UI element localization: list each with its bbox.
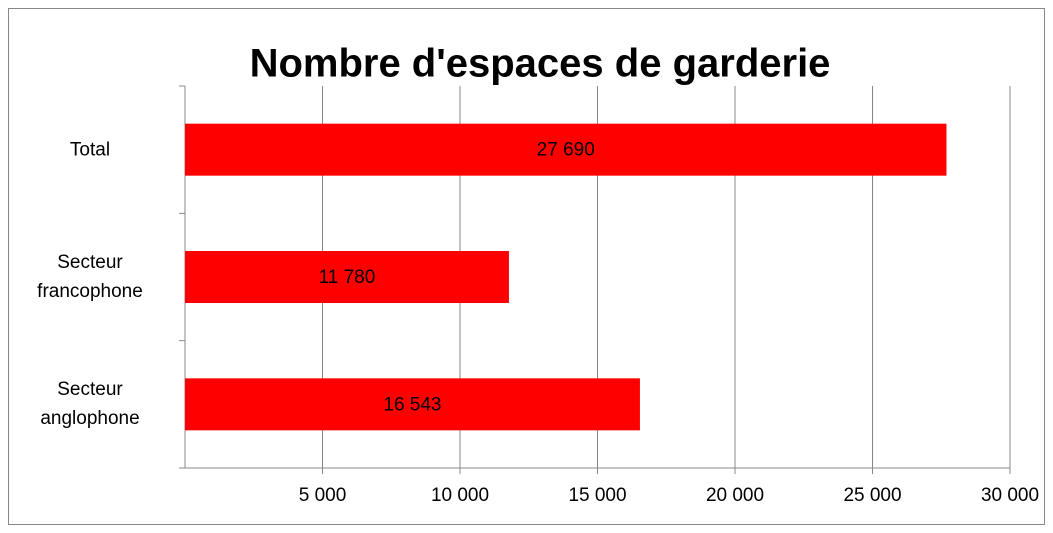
x-tick-label: 5 000	[299, 485, 347, 506]
chart-frame	[8, 8, 1045, 525]
x-tick-label: 10 000	[431, 485, 489, 506]
bar	[185, 251, 509, 303]
value-label: 11 780	[319, 267, 376, 288]
bar	[185, 123, 947, 176]
y-tick-label: Secteur francophone	[37, 252, 143, 302]
y-tick-label: Secteur anglophone	[40, 379, 140, 430]
value-label: 16 543	[383, 394, 441, 415]
x-tick-label: 25 000	[843, 485, 901, 506]
x-tick-label: 30 000	[981, 485, 1039, 506]
x-tick-label: 20 000	[706, 485, 764, 506]
chart-title: Nombre d'espaces de garderie	[250, 42, 831, 86]
x-tick-label: 15 000	[568, 485, 626, 506]
y-tick-label: Total	[69, 139, 111, 161]
bar	[185, 378, 640, 431]
value-label: 27 690	[537, 140, 595, 161]
